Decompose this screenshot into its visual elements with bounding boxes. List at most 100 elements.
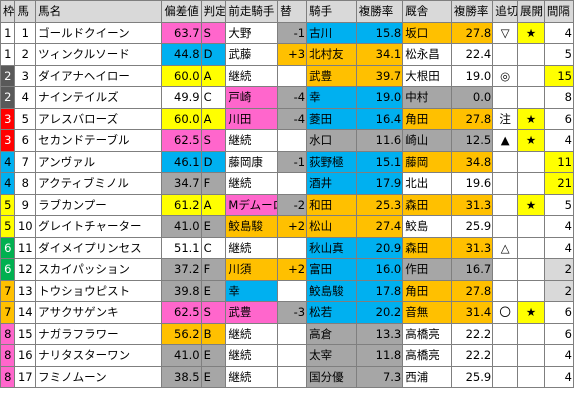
oikiri-cell	[492, 365, 519, 388]
table-row: 4 7 アンヴァル 46.1 D 藤岡康 -1 荻野極 15.1 藤岡 34.8 11	[0, 150, 574, 173]
jockey-cell: 酒井	[306, 172, 357, 195]
tenkai-cell: ★	[517, 21, 545, 44]
stable-rate-cell: 31.3	[450, 236, 494, 259]
hensachi-cell: 60.0	[161, 107, 202, 130]
jockey-cell: 松山	[306, 215, 357, 238]
tenkai-cell	[517, 279, 545, 302]
prev-jockey-cell: 戸崎	[225, 86, 279, 109]
stable-rate-cell: 34.8	[450, 150, 494, 173]
umaban-cell: 11	[14, 236, 37, 259]
hantei-cell: A	[200, 64, 227, 87]
prev-jockey-cell: 鮫島駿	[225, 215, 279, 238]
horse-name-cell: トウショウピスト	[35, 279, 163, 302]
oikiri-cell	[492, 215, 519, 238]
jockey-rate-cell: 25.3	[355, 193, 404, 216]
stable-cell: 北出	[402, 172, 452, 195]
oikiri-cell	[492, 172, 519, 195]
table-header-row: 枠 馬 馬名 偏差値 判定 前走騎手 替 騎手 複勝率 厩舎 複勝率 追切 展開…	[0, 0, 574, 23]
jockey-rate-cell: 7.3	[355, 365, 404, 388]
kae-cell: +3	[277, 43, 308, 66]
oikiri-cell	[492, 322, 519, 345]
horse-name-cell: ダイメイプリンセス	[35, 236, 163, 259]
kankaku-cell: 4	[543, 215, 574, 238]
stable-cell: 森田	[402, 193, 452, 216]
prev-jockey-cell: 継続	[225, 236, 279, 259]
umaban-cell: 17	[14, 365, 37, 388]
stable-cell: 角田	[402, 107, 452, 130]
kae-cell	[277, 322, 308, 345]
stable-cell: 高橋亮	[402, 344, 452, 367]
tenkai-cell: ★	[517, 193, 545, 216]
kankaku-cell: 4	[543, 21, 574, 44]
jockey-rate-cell: 11.6	[355, 129, 404, 152]
kae-cell	[277, 129, 308, 152]
jockey-cell: 幸	[306, 86, 357, 109]
jockey-cell: 秋山真	[306, 236, 357, 259]
waku-cell: 3	[0, 129, 16, 152]
horse-name-cell: ナガラフラワー	[35, 322, 163, 345]
kankaku-cell: 4	[543, 365, 574, 388]
oikiri-cell: 注	[492, 107, 519, 130]
stable-rate-cell: 25.9	[450, 215, 494, 238]
table-row: 3 6 セカンドテーブル 62.5 S 継続 水口 11.6 崎山 12.5 ▲ ★ 4	[0, 129, 574, 152]
prev-jockey-cell: 継続	[225, 64, 279, 87]
waku-cell: 8	[0, 365, 16, 388]
horse-name-cell: アレスバローズ	[35, 107, 163, 130]
oikiri-cell: △	[492, 236, 519, 259]
jockey-rate-cell: 11.8	[355, 344, 404, 367]
table-row: 8 15 ナガラフラワー 56.2 B 継続 高倉 13.3 高橋亮 22.2 6	[0, 322, 574, 345]
hensachi-cell: 51.1	[161, 236, 202, 259]
hantei-cell: E	[200, 215, 227, 238]
hantei-cell: F	[200, 258, 227, 281]
header-hantei: 判定	[200, 0, 227, 23]
stable-cell: 森田	[402, 236, 452, 259]
horse-name-cell: アンヴァル	[35, 150, 163, 173]
header-waku: 枠	[0, 0, 16, 23]
umaban-cell: 9	[14, 193, 37, 216]
stable-cell: 西浦	[402, 365, 452, 388]
hensachi-cell: 62.5	[161, 129, 202, 152]
umaban-cell: 4	[14, 86, 37, 109]
table-row: 5 10 グレイトチャーター 41.0 E 鮫島駿 +2 松山 27.4 鮫島 25.9 4	[0, 215, 574, 238]
kae-cell: -4	[277, 107, 308, 130]
oikiri-cell	[492, 344, 519, 367]
prev-jockey-cell: 武豊	[225, 301, 279, 324]
table-row: 6 11 ダイメイプリンセス 51.1 C 継続 秋山真 20.9 森田 31.3 △ 4	[0, 236, 574, 259]
jockey-rate-cell: 15.1	[355, 150, 404, 173]
stable-rate-cell: 22.2	[450, 322, 494, 345]
hantei-cell: E	[200, 365, 227, 388]
kankaku-cell: 4	[543, 344, 574, 367]
tenkai-cell	[517, 86, 545, 109]
hensachi-cell: 34.7	[161, 172, 202, 195]
jockey-cell: 松若	[306, 301, 357, 324]
horse-name-cell: グレイトチャーター	[35, 215, 163, 238]
hensachi-cell: 46.1	[161, 150, 202, 173]
stable-rate-cell: 31.4	[450, 301, 494, 324]
hantei-cell: A	[200, 193, 227, 216]
stable-cell: 音無	[402, 301, 452, 324]
horse-name-cell: ナリタスターワン	[35, 344, 163, 367]
kae-cell: +2	[277, 215, 308, 238]
hantei-cell: C	[200, 86, 227, 109]
tenkai-cell: ★	[517, 129, 545, 152]
umaban-cell: 8	[14, 172, 37, 195]
hantei-cell: S	[200, 301, 227, 324]
waku-cell: 5	[0, 215, 16, 238]
waku-cell: 4	[0, 172, 16, 195]
umaban-cell: 13	[14, 279, 37, 302]
horse-name-cell: スカイパッション	[35, 258, 163, 281]
hensachi-cell: 37.2	[161, 258, 202, 281]
stable-rate-cell: 27.8	[450, 21, 494, 44]
tenkai-cell: ★	[517, 301, 545, 324]
oikiri-cell	[492, 258, 519, 281]
horse-name-cell: ゴールドクイーン	[35, 21, 163, 44]
umaban-cell: 15	[14, 322, 37, 345]
hensachi-cell: 62.5	[161, 301, 202, 324]
jockey-rate-cell: 27.4	[355, 215, 404, 238]
waku-cell: 4	[0, 150, 16, 173]
kankaku-cell: 2	[543, 279, 574, 302]
jockey-rate-cell: 13.3	[355, 322, 404, 345]
hensachi-cell: 41.0	[161, 344, 202, 367]
table-row: 1 1 ゴールドクイーン 63.7 S 大野 -1 古川 15.8 坂口 27.8 ▽ ★ 4	[0, 21, 574, 44]
